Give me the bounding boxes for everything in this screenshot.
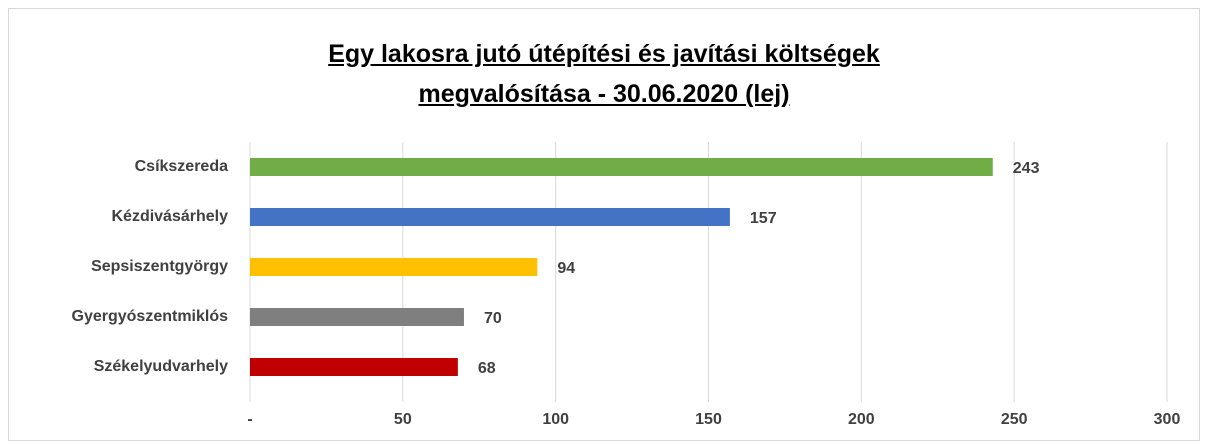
chart-title: Egy lakosra jutó útépítési és javítási k… xyxy=(328,40,880,108)
x-tick-label: 150 xyxy=(695,411,722,428)
x-tick-label: 200 xyxy=(848,411,875,428)
bar xyxy=(250,208,730,226)
x-tick-label: 50 xyxy=(394,411,412,428)
y-tick-label: Csíkszereda xyxy=(135,158,228,175)
x-tick-label: - xyxy=(247,411,252,428)
x-tick-label: 100 xyxy=(542,411,569,428)
data-label: 70 xyxy=(484,310,502,327)
data-label: 94 xyxy=(557,260,575,277)
y-tick-label: Gyergyószentmiklós xyxy=(72,308,229,325)
bar xyxy=(250,158,993,176)
bar xyxy=(250,258,538,276)
bar xyxy=(250,308,464,326)
data-label: 157 xyxy=(750,210,777,227)
data-label: 68 xyxy=(478,360,496,377)
y-tick-label: Sepsiszentgyörgy xyxy=(91,258,228,275)
x-tick-label: 300 xyxy=(1154,411,1181,428)
bar xyxy=(250,358,458,376)
y-tick-label: Kézdivásárhely xyxy=(111,208,228,225)
y-tick-label: Székelyudvarhely xyxy=(94,358,228,375)
x-tick-label: 250 xyxy=(1001,411,1028,428)
data-label: 243 xyxy=(1013,160,1040,177)
